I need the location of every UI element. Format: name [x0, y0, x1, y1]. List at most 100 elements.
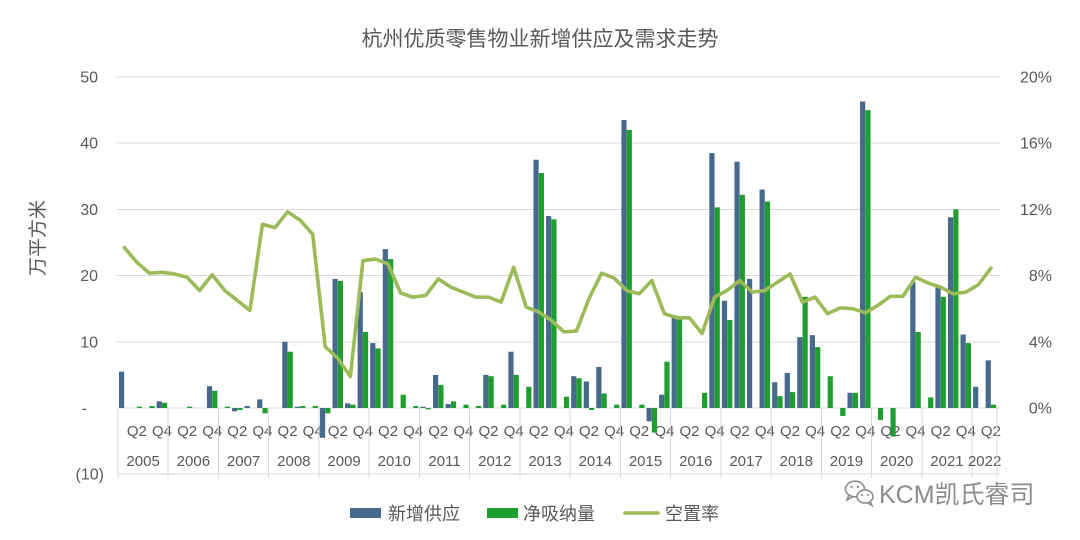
net-absorption-bar-2019-q1 [827, 376, 833, 408]
left-y-tick-label: 20 [80, 268, 98, 285]
net-absorption-bar-2008-q4 [312, 406, 318, 408]
new-supply-bar-2016-q1 [671, 315, 677, 408]
x-tick-label-quarter: Q4 [755, 423, 775, 440]
net-absorption-bar-2021-q3 [953, 209, 959, 408]
net-absorption-bar-2010-q1 [375, 348, 381, 408]
x-tick-label-quarter: Q4 [855, 423, 875, 440]
net-absorption-bar-2008-q3 [300, 406, 306, 408]
new-supply-bar-2022-q2 [985, 360, 991, 408]
bar-series [119, 101, 997, 438]
net-absorption-bar-2009-q2 [337, 280, 344, 408]
new-supply-bar-2018-q3 [797, 337, 803, 408]
x-tick-label-quarter: Q2 [679, 423, 699, 440]
watermark-text: KCM凯氏睿司 [879, 481, 1035, 509]
net-absorption-bar-2016-q4 [714, 207, 720, 408]
net-absorption-bar-2010-q4 [413, 406, 419, 408]
net-absorption-bar-2013-q1 [526, 386, 532, 408]
new-supply-bar-2022-q1 [973, 386, 979, 408]
x-tick-label-quarter: Q4 [805, 423, 825, 440]
new-supply-bar-2007-q2 [232, 408, 238, 412]
x-tick-label-quarter: Q2 [931, 423, 951, 440]
new-supply-bar-2020-q4 [910, 282, 916, 408]
x-tick-label-year: 2012 [478, 453, 511, 470]
left-y-tick-label: (10) [76, 467, 104, 484]
x-tick-label-quarter: Q2 [177, 423, 197, 440]
legend-label-vacancy-rate: 空置率 [665, 504, 719, 524]
net-absorption-bar-2007-q4 [262, 408, 268, 414]
x-tick-label-quarter: Q4 [654, 423, 674, 440]
new-supply-bar-2017-q1 [721, 300, 728, 408]
x-tick-label-year: 2021 [930, 453, 963, 470]
legend: 新增供应 净吸纳量 空置率 [350, 504, 719, 524]
new-supply-bar-2006-q4 [206, 386, 213, 408]
legend-swatch-new-supply [350, 508, 381, 518]
x-tick-label-year: 2013 [528, 453, 561, 470]
net-absorption-bar-2009-q1 [325, 408, 331, 414]
x-tick-label-quarter: Q4 [303, 423, 323, 440]
net-absorption-bar-2019-q4 [865, 110, 871, 408]
new-supply-bar-2010-q1 [370, 343, 376, 408]
x-tick-label-quarter: Q2 [629, 423, 649, 440]
new-supply-bar-2005-q4 [156, 401, 162, 408]
x-tick-label-quarter: Q2 [830, 423, 850, 440]
new-supply-bar-2021-q4 [960, 334, 966, 408]
x-tick-label-year: 2006 [177, 453, 210, 470]
net-absorption-bar-2017-q1 [727, 319, 733, 408]
new-supply-bar-2016-q4 [709, 153, 715, 408]
x-tick-label-year: 2016 [679, 453, 712, 470]
legend-item-new-supply: 新增供应 [350, 504, 460, 524]
net-absorption-bar-2005-q4 [161, 402, 168, 408]
net-absorption-bar-2020-q4 [915, 331, 921, 408]
x-tick-label-quarter: Q4 [202, 423, 222, 440]
new-supply-bar-2019-q4 [860, 101, 866, 409]
net-absorption-bar-2010-q2 [388, 259, 394, 408]
net-absorption-bar-2012-q2 [488, 376, 494, 408]
left-y-axis: 50 40 30 20 10 - (10) [76, 70, 104, 484]
net-absorption-bar-2013-q4 [563, 396, 570, 408]
x-tick-label-year: 2010 [378, 453, 411, 470]
new-supply-bar-2019-q3 [847, 392, 853, 408]
left-y-tick-label: 10 [80, 334, 98, 351]
net-absorption-bar-2014-q1 [576, 378, 582, 408]
net-absorption-bar-2014-q4 [614, 404, 620, 408]
x-tick-label-quarter: Q4 [152, 423, 172, 440]
x-tick-label-year: 2014 [579, 453, 612, 470]
new-supply-bar-2008-q3 [294, 406, 301, 408]
net-absorption-bar-2012-q1 [475, 406, 482, 408]
new-supply-bar-2012-q4 [508, 351, 514, 408]
x-tick-label-year: 2017 [729, 453, 762, 470]
legend-swatch-net-absorption [487, 508, 518, 518]
x-tick-label-quarter: Q2 [378, 423, 398, 440]
net-absorption-bar-2012-q3 [501, 404, 507, 408]
net-absorption-bar-2016-q3 [702, 392, 708, 408]
x-tick-label-year: 2009 [327, 453, 360, 470]
x-tick-label-year: 2018 [780, 453, 813, 470]
new-supply-bar-2017-q4 [759, 189, 765, 408]
new-supply-bar-2015-q3 [646, 408, 652, 422]
net-absorption-bar-2005-q3 [149, 406, 155, 408]
x-tick-label-year: 2011 [428, 453, 460, 470]
new-supply-bar-2012-q2 [483, 374, 489, 408]
net-absorption-bar-2015-q2 [639, 404, 645, 408]
new-supply-bar-2015-q4 [659, 394, 665, 408]
vacancy-rate-line [122, 210, 993, 379]
net-absorption-bar-2016-q1 [676, 316, 683, 408]
net-absorption-bar-2021-q4 [965, 343, 972, 408]
legend-item-vacancy-rate: 空置率 [623, 504, 719, 524]
right-y-tick-label: 12% [1020, 202, 1052, 219]
x-tick-label-quarter: Q4 [604, 423, 624, 440]
x-tick-label-quarter: Q2 [730, 423, 750, 440]
net-absorption-bar-2015-q1 [626, 129, 632, 408]
net-absorption-bar-2014-q2 [589, 408, 595, 410]
net-absorption-bar-2006-q2 [187, 406, 193, 408]
new-supply-bar-2010-q2 [382, 249, 388, 408]
x-tick-label-quarter: Q4 [453, 423, 473, 440]
right-y-tick-label: 8% [1029, 268, 1052, 285]
x-tick-label-quarter: Q2 [479, 423, 499, 440]
x-tick-label-quarter: Q2 [278, 423, 298, 440]
net-absorption-bar-2021-q2 [940, 296, 946, 408]
net-absorption-bar-2013-q3 [551, 219, 557, 408]
x-tick-label-quarter: Q2 [428, 423, 448, 440]
